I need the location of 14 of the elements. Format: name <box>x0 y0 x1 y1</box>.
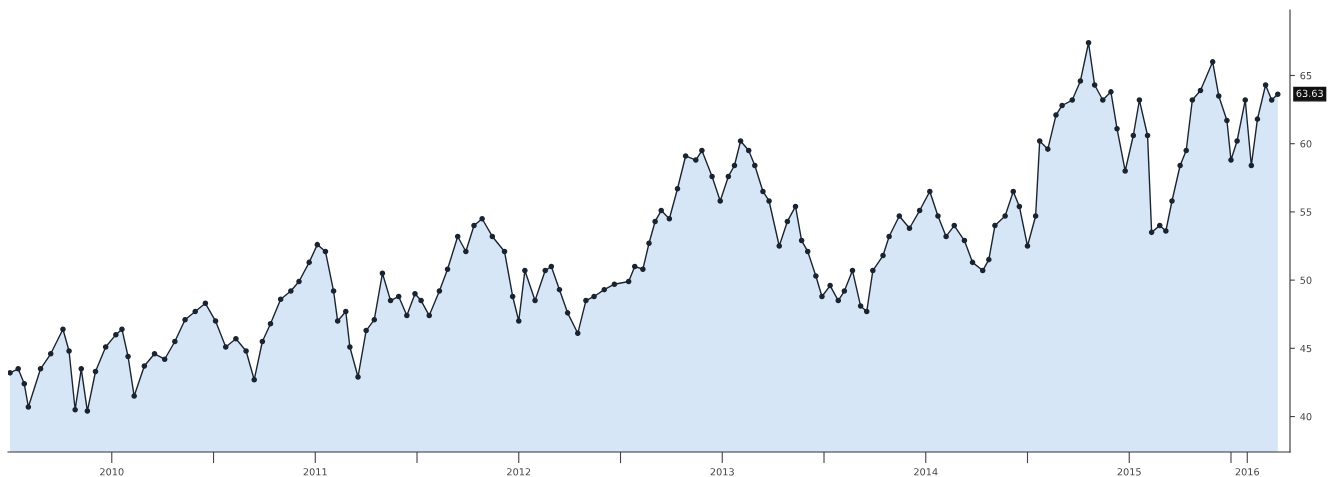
y-tick-label: 55 <box>1300 208 1312 216</box>
x-tick-label: 2010 <box>100 468 124 476</box>
x-tick-label: 2014 <box>914 468 938 476</box>
y-tick-label: 60 <box>1300 140 1312 148</box>
y-tick-label: 65 <box>1300 71 1312 80</box>
x-tick-label: 2011 <box>303 468 327 476</box>
x-tick-label: 2015 <box>1117 468 1141 476</box>
y-tick-label: 45 <box>1300 344 1312 353</box>
x-tick-label: 2013 <box>710 468 734 476</box>
y-tick-label: 40 <box>1300 413 1312 421</box>
x-tick-label: 2016 <box>1235 468 1260 476</box>
y-tick-label: 50 <box>1300 276 1312 284</box>
x-tick-label: 2012 <box>507 468 531 476</box>
annotation: 63.63 <box>1296 89 1323 97</box>
